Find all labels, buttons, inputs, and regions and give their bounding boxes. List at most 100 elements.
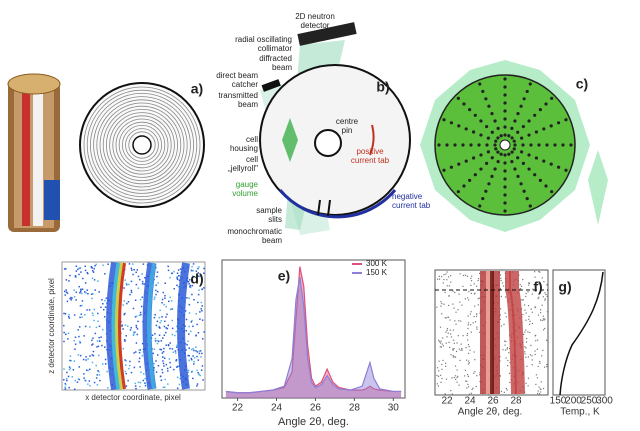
- speckle: [68, 366, 71, 368]
- gauge-point: [442, 168, 446, 172]
- speckle: [176, 277, 178, 279]
- speckle: [159, 348, 161, 351]
- speckle: [138, 360, 140, 363]
- speckle: [98, 371, 100, 373]
- gauge-point: [542, 127, 546, 131]
- speckle: [542, 315, 544, 317]
- gauge-point: [469, 143, 473, 147]
- speckle: [468, 360, 470, 362]
- gauge-point: [496, 126, 500, 130]
- winding: [86, 89, 198, 201]
- speckle: [78, 366, 81, 368]
- gauge-point: [503, 77, 507, 81]
- speckle: [132, 334, 135, 336]
- speckle: [84, 291, 86, 293]
- speckle: [187, 354, 189, 357]
- gauge-point: [510, 150, 514, 154]
- speckle: [156, 290, 159, 293]
- speckle: [185, 318, 188, 321]
- speckle: [529, 354, 532, 356]
- speckle: [141, 354, 144, 357]
- x-tick-label: 22: [441, 396, 453, 407]
- gauge-point: [549, 162, 553, 166]
- gauge-point: [525, 196, 529, 201]
- gauge-point: [499, 134, 503, 138]
- speckle: [470, 311, 472, 313]
- speckle: [134, 331, 136, 333]
- speckle: [441, 343, 443, 345]
- speckle: [441, 276, 443, 278]
- speckle: [164, 386, 166, 389]
- speckle: [75, 265, 78, 268]
- speckle: [193, 298, 195, 301]
- speckle: [446, 279, 448, 281]
- speckle: [447, 332, 449, 334]
- speckle: [63, 268, 66, 270]
- speckle: [455, 323, 457, 325]
- speckle: [163, 303, 165, 306]
- speckle: [169, 347, 171, 350]
- speckle: [201, 310, 203, 312]
- gauge-point: [494, 147, 498, 151]
- speckle: [527, 291, 529, 293]
- x-axis-label: Angle 2θ, deg.: [278, 416, 349, 428]
- gauge-point: [485, 125, 489, 129]
- speckle: [449, 346, 451, 349]
- panel-label: a): [191, 81, 203, 97]
- speckle: [188, 359, 190, 362]
- gauge-point: [538, 178, 542, 182]
- speckle: [70, 359, 72, 362]
- speckle: [75, 299, 77, 301]
- speckle: [177, 269, 180, 271]
- gauge-point: [479, 167, 483, 171]
- speckle: [520, 285, 523, 288]
- speckle: [83, 314, 86, 316]
- speckle: [191, 284, 194, 287]
- speckle: [141, 273, 143, 275]
- speckle: [479, 297, 481, 299]
- gauge-point: [503, 185, 507, 189]
- speckle: [165, 331, 167, 334]
- speckle: [100, 336, 102, 338]
- speckle: [73, 388, 76, 391]
- speckle: [155, 371, 158, 373]
- speckle: [474, 305, 476, 307]
- speckle: [499, 318, 501, 320]
- speckle: [188, 312, 191, 314]
- speckle: [446, 327, 448, 330]
- speckle: [73, 296, 76, 298]
- speckle: [162, 350, 165, 353]
- gauge-point: [490, 111, 494, 116]
- speckle: [66, 300, 69, 303]
- speckle: [167, 383, 169, 385]
- speckle: [84, 282, 87, 284]
- speckle: [142, 373, 145, 375]
- gauge-point: [516, 174, 520, 179]
- speckle: [537, 314, 539, 316]
- speckle: [527, 385, 529, 387]
- series-line: [225, 266, 402, 394]
- gauge-point: [493, 119, 497, 123]
- panel-label: d): [190, 271, 203, 287]
- gauge-point: [490, 174, 494, 179]
- speckle: [91, 344, 93, 346]
- speckle: [476, 328, 478, 330]
- speckle: [135, 271, 137, 274]
- speckle: [504, 344, 506, 346]
- speckle: [73, 360, 76, 362]
- speckle: [453, 342, 455, 344]
- speckle: [163, 347, 165, 350]
- speckle: [98, 340, 101, 342]
- speckle: [508, 352, 510, 354]
- gauge-point: [486, 150, 490, 154]
- speckle: [90, 293, 93, 295]
- speckle: [522, 313, 524, 316]
- speckle: [63, 340, 65, 343]
- gauge-point: [493, 143, 497, 147]
- speckle: [89, 355, 91, 357]
- speckle: [106, 387, 109, 389]
- speckle: [133, 333, 135, 335]
- gauge-point: [529, 143, 533, 147]
- speckle: [67, 375, 70, 378]
